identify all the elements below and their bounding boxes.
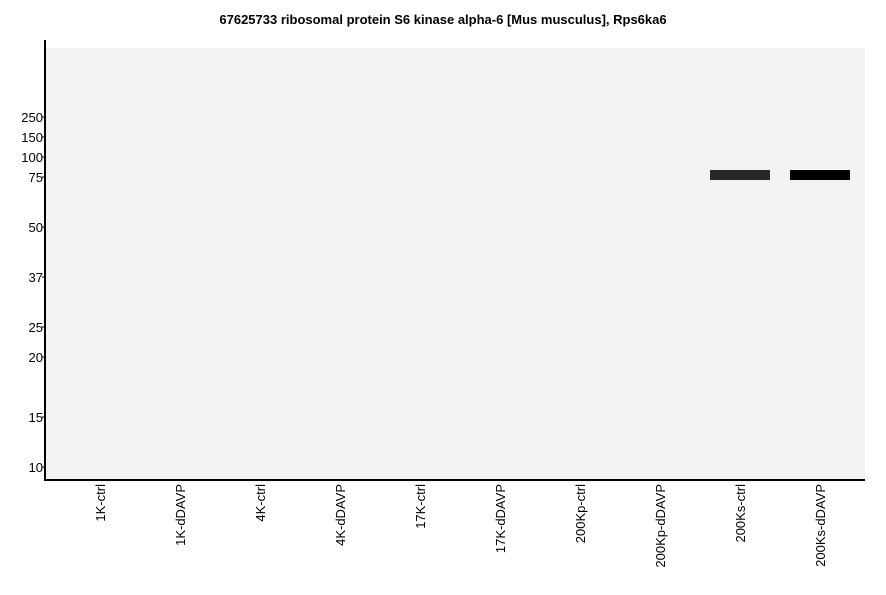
lane-label: 17K-dDAVP <box>493 484 508 553</box>
y-tick-label: 75 <box>29 170 43 185</box>
y-tick-label: 37 <box>29 270 43 285</box>
lane-label: 200Ks-dDAVP <box>813 484 828 567</box>
lane-label: 17K-ctrl <box>413 484 428 529</box>
lane-label: 1K-ctrl <box>93 484 108 522</box>
band <box>710 170 770 180</box>
y-tick-label: 100 <box>21 150 43 165</box>
blot-background <box>46 48 865 480</box>
y-tick-label: 50 <box>29 220 43 235</box>
bands <box>710 170 850 180</box>
lane-label: 4K-ctrl <box>253 484 268 522</box>
band <box>790 170 850 180</box>
lane-label: 1K-dDAVP <box>173 484 188 546</box>
lane-label: 200Kp-ctrl <box>573 484 588 543</box>
y-tick-label: 250 <box>21 110 43 125</box>
y-tick-label: 10 <box>29 460 43 475</box>
chart-title: 67625733 ribosomal protein S6 kinase alp… <box>219 12 666 27</box>
y-tick-label: 25 <box>29 320 43 335</box>
lane-label: 200Ks-ctrl <box>733 484 748 543</box>
y-tick-label: 20 <box>29 350 43 365</box>
y-tick-labels: 250 150 100 75 50 37 25 20 15 10 <box>21 110 45 475</box>
y-tick-label: 15 <box>29 410 43 425</box>
lane-label: 200Kp-dDAVP <box>653 484 668 568</box>
y-tick-label: 150 <box>21 130 43 145</box>
lane-label: 4K-dDAVP <box>333 484 348 546</box>
lane-labels: 1K-ctrl 1K-dDAVP 4K-ctrl 4K-dDAVP 17K-ctrl 17… <box>93 484 828 568</box>
